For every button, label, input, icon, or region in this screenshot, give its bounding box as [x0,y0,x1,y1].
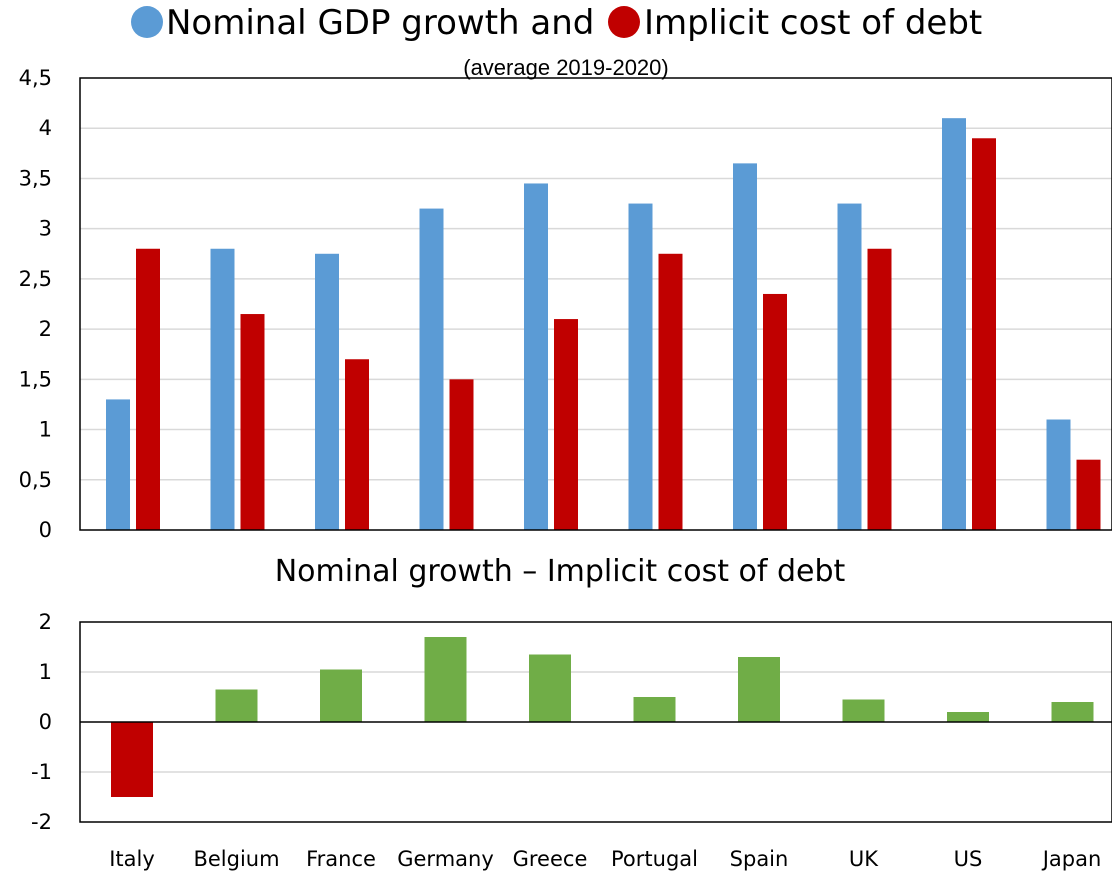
category-label-uk: UK [849,847,879,871]
top-y-tick-label: 1 [39,418,52,442]
bottom-chart-y-axis: -2 -1 0 1 2 [31,610,52,834]
bar-nominal-gdp-growth-germany [419,208,444,531]
top-y-tick-label: 4 [39,116,52,140]
bar-implicit-cost-of-debt-greece [554,319,578,530]
bar-implicit-cost-of-debt-france [345,359,369,530]
difference-bar-belgium [215,689,258,722]
difference-bar-germany [424,637,467,722]
bottom-y-tick-label: 1 [39,660,52,684]
top-chart-title: Nominal GDP growth and Implicit cost of … [131,3,982,43]
bar-implicit-cost-of-debt-spain [763,293,787,530]
category-label-germany: Germany [397,847,494,871]
top-y-tick-label: 0 [39,518,52,542]
legend-label-nominal-gdp-growth: Nominal GDP growth and [166,3,594,43]
category-label-spain: Spain [730,847,789,871]
bar-nominal-gdp-growth-greece [524,183,548,530]
bar-implicit-cost-of-debt-portugal [658,253,683,530]
bar-nominal-gdp-growth-france [315,253,339,530]
bar-implicit-cost-of-debt-italy [136,248,160,530]
top-y-tick-label: 2,5 [19,267,52,291]
difference-bar-portugal [633,697,676,722]
category-label-japan: Japan [1041,847,1102,871]
difference-bar-greece [529,654,571,722]
legend-marker-nominal-gdp-growth [131,6,163,38]
bar-implicit-cost-of-debt-japan [1076,459,1101,530]
bar-nominal-gdp-growth-us [942,118,966,530]
bar-nominal-gdp-growth-japan [1046,419,1071,530]
bottom-chart-gridlines [80,671,1112,773]
category-label-us: US [954,847,983,871]
bar-nominal-gdp-growth-spain [733,163,757,530]
bottom-chart-bars [111,637,1094,797]
category-axis: Italy Belgium France Germany Greece Portugal S… [109,847,1101,871]
bottom-chart-title: Nominal growth – Implicit cost of debt [275,554,846,589]
top-chart-bars [106,118,1101,531]
bar-nominal-gdp-growth-portugal [628,203,653,531]
top-chart-plot-frame [79,77,1112,531]
legend-label-implicit-cost-of-debt: Implicit cost of debt [644,3,982,43]
difference-bar-spain [738,657,780,722]
difference-bar-italy [111,722,153,797]
legend-marker-implicit-cost-of-debt [608,6,640,38]
top-chart-y-axis: 0 0,5 1 1,5 2 2,5 3 3,5 4 4,5 [19,66,52,542]
difference-bar-japan [1051,702,1094,722]
bottom-y-tick-label: -1 [31,760,52,784]
category-label-portugal: Portugal [611,847,698,871]
top-y-tick-label: 1,5 [19,367,52,391]
top-y-tick-label: 3,5 [19,166,52,190]
bar-implicit-cost-of-debt-germany [449,379,474,530]
category-label-france: France [306,847,376,871]
difference-bar-us [947,712,989,722]
top-y-tick-label: 2 [39,317,52,341]
top-chart-subtitle: (average 2019-2020) [463,55,668,80]
category-label-italy: Italy [109,847,155,871]
bottom-y-tick-label: 2 [39,610,52,634]
bar-nominal-gdp-growth-uk [837,203,862,531]
category-label-greece: Greece [513,847,588,871]
difference-bar-uk [842,699,885,722]
bar-nominal-gdp-growth-belgium [210,248,235,530]
bar-implicit-cost-of-debt-belgium [240,314,265,530]
category-label-belgium: Belgium [193,847,279,871]
difference-bar-france [320,669,362,722]
top-y-tick-label: 0,5 [19,468,52,492]
top-y-tick-label: 3 [39,217,52,241]
bar-implicit-cost-of-debt-uk [867,248,892,530]
bottom-y-tick-label: -2 [31,810,52,834]
bar-implicit-cost-of-debt-us [972,138,996,530]
bar-nominal-gdp-growth-italy [106,399,130,530]
bottom-y-tick-label: 0 [39,710,52,734]
top-y-tick-label: 4,5 [19,66,52,90]
